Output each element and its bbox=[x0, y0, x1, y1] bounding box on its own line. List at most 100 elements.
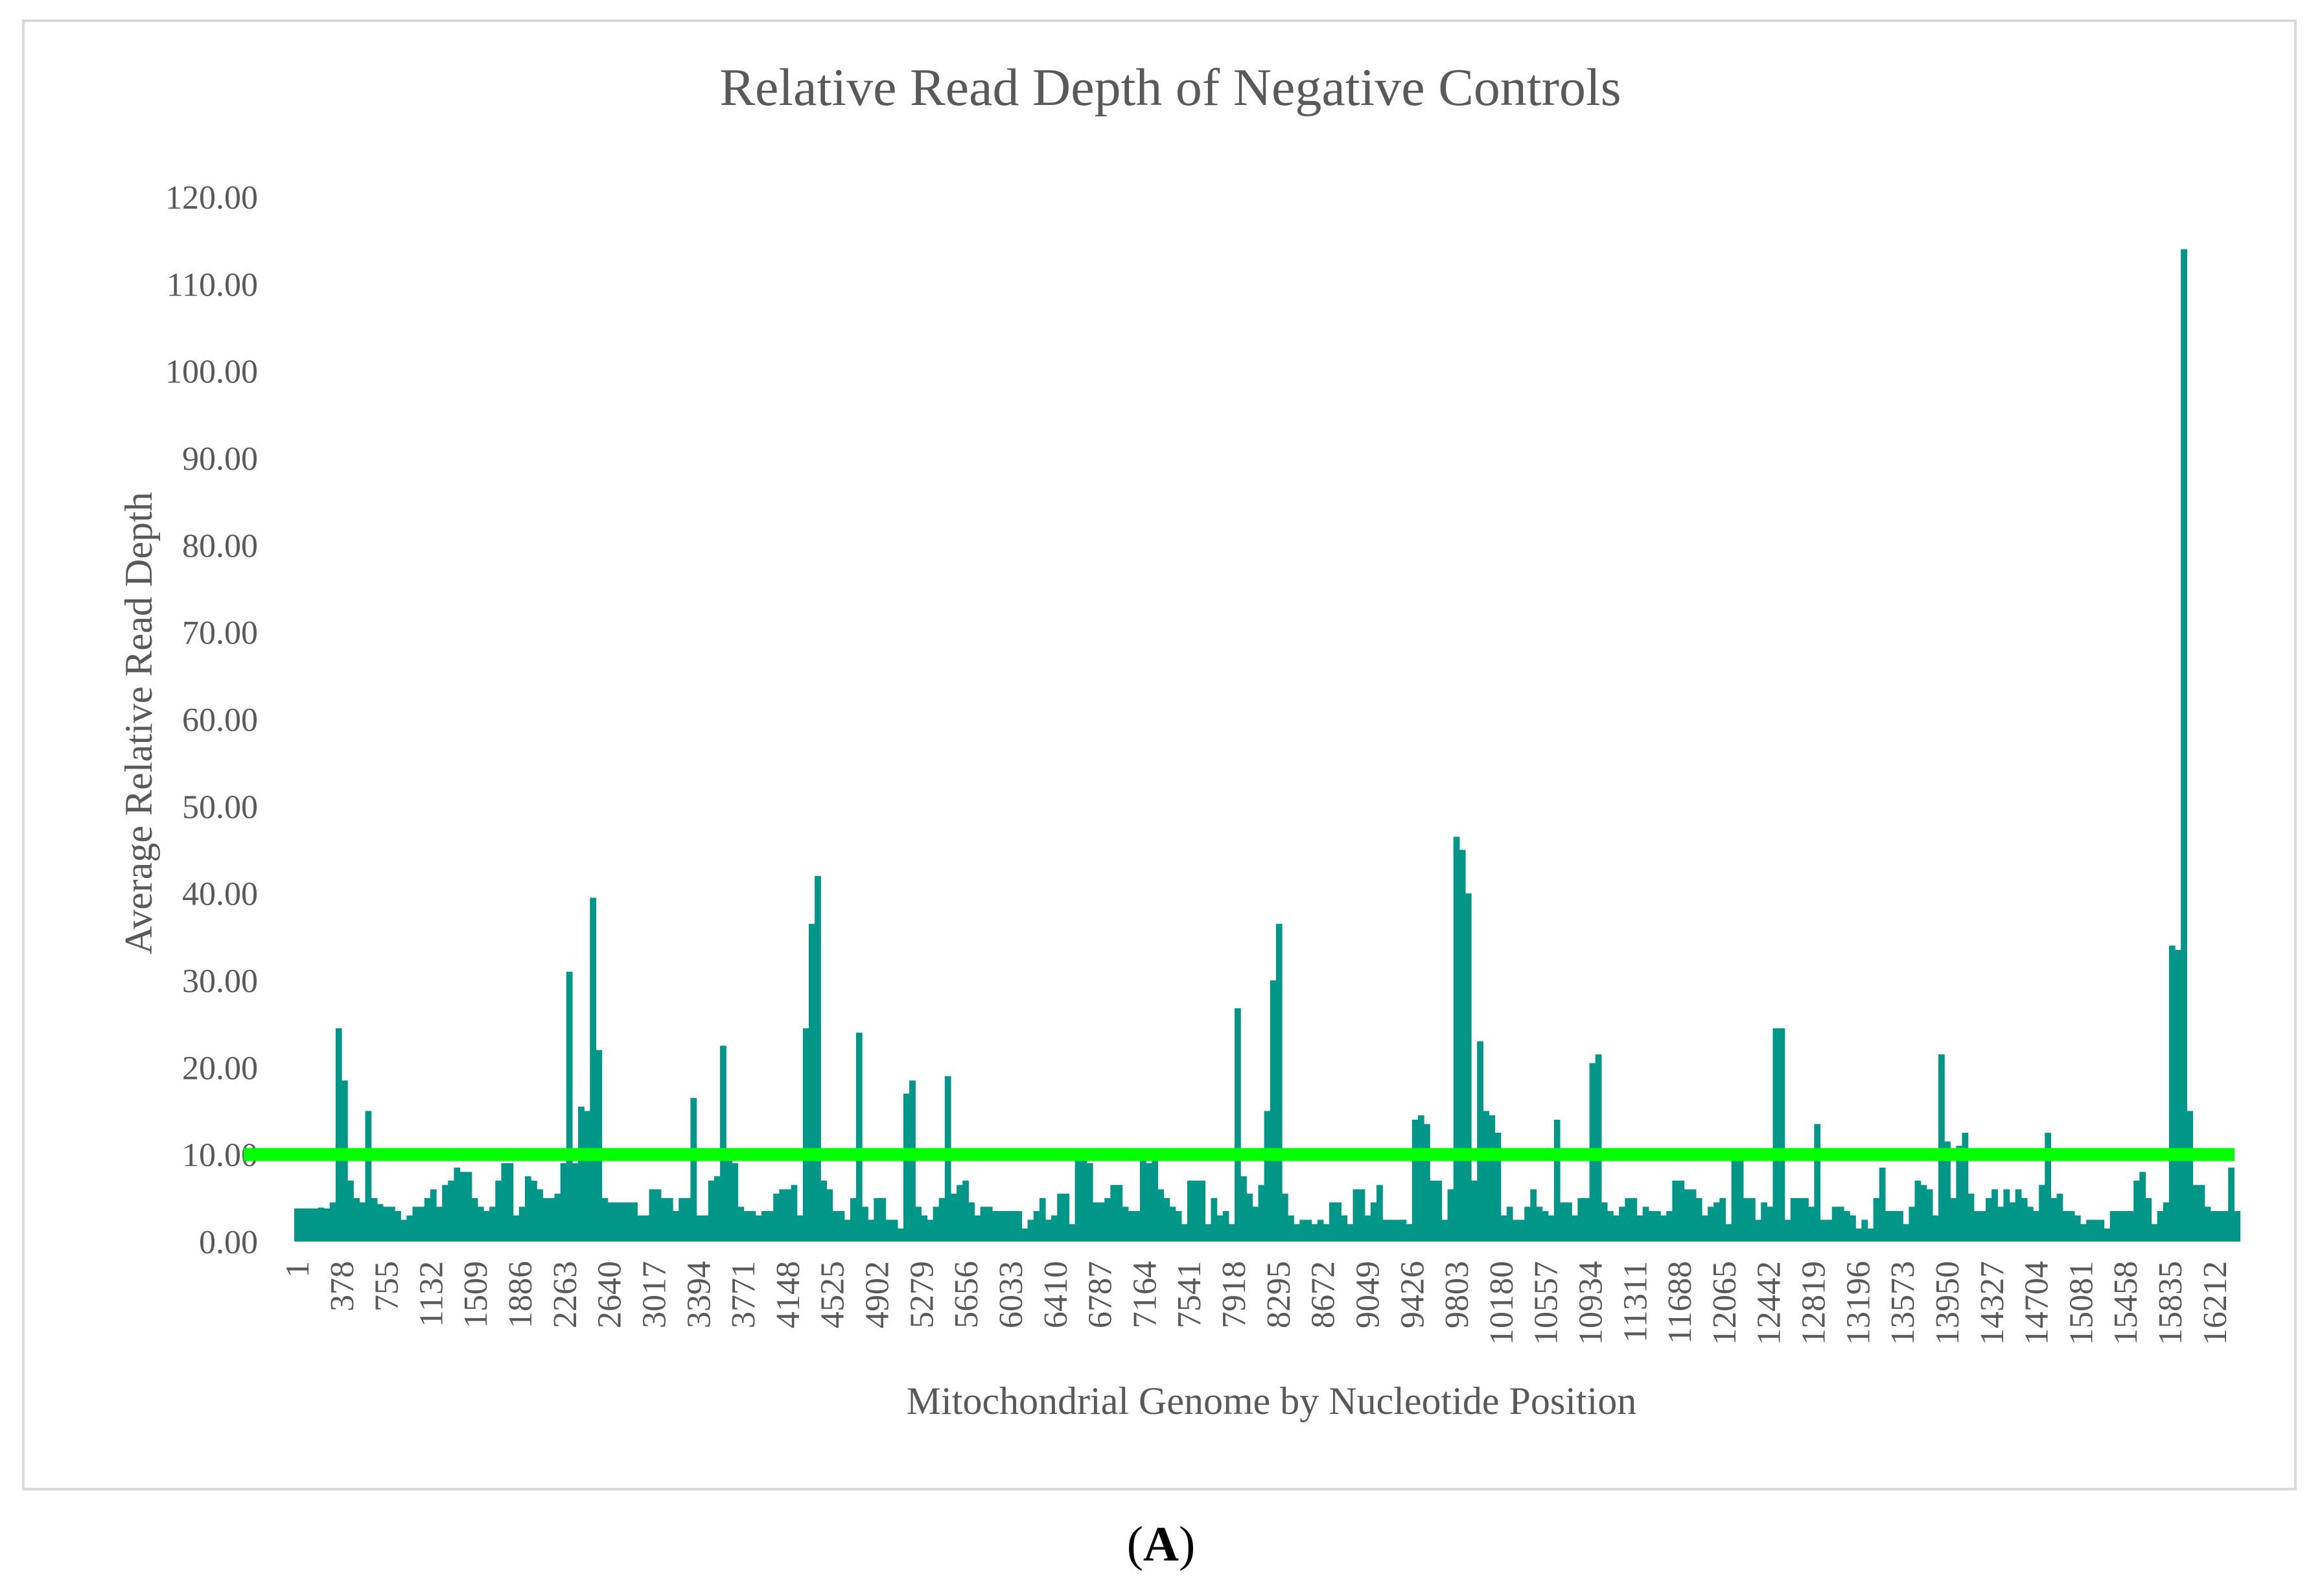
bar bbox=[537, 1189, 543, 1242]
bar bbox=[1814, 1124, 1821, 1242]
x-tick-label: 8672 bbox=[1305, 1261, 1342, 1328]
bar bbox=[1181, 1224, 1188, 1242]
bar bbox=[1666, 1210, 1673, 1242]
bar bbox=[578, 1106, 585, 1242]
bar bbox=[879, 1197, 887, 1242]
bar bbox=[808, 923, 815, 1242]
panel-label: (A) bbox=[0, 1516, 2322, 1573]
bar bbox=[1323, 1224, 1330, 1242]
bar bbox=[1110, 1185, 1117, 1242]
bar bbox=[732, 1163, 739, 1242]
bar bbox=[1477, 1041, 1483, 1242]
bar bbox=[2056, 1194, 2063, 1242]
x-tick-label: 1886 bbox=[502, 1261, 539, 1328]
bar bbox=[412, 1207, 419, 1242]
bar bbox=[584, 1111, 590, 1242]
bar bbox=[1406, 1224, 1413, 1242]
bar bbox=[347, 1180, 354, 1242]
bar bbox=[631, 1202, 638, 1242]
bar bbox=[1648, 1210, 1655, 1242]
bar bbox=[572, 1163, 579, 1242]
chart-frame: Relative Read Depth of Negative Controls… bbox=[22, 19, 2297, 1490]
bar bbox=[974, 1215, 981, 1242]
bar bbox=[1566, 1202, 1572, 1242]
bar bbox=[1914, 1180, 1921, 1242]
bar bbox=[1235, 1008, 1241, 1242]
bar bbox=[1122, 1207, 1129, 1242]
bar bbox=[607, 1202, 614, 1242]
bar bbox=[2109, 1210, 2117, 1242]
bar bbox=[619, 1202, 626, 1242]
bar bbox=[796, 1215, 804, 1242]
bar bbox=[1270, 980, 1277, 1242]
bar bbox=[601, 1197, 609, 1242]
bar bbox=[2139, 1172, 2146, 1242]
bar bbox=[2175, 949, 2181, 1242]
bar bbox=[454, 1167, 461, 1242]
bar bbox=[477, 1207, 484, 1242]
bar bbox=[2026, 1207, 2034, 1242]
bar bbox=[690, 1098, 697, 1242]
bar bbox=[1607, 1210, 1614, 1242]
bar bbox=[1394, 1220, 1401, 1242]
bar bbox=[1216, 1215, 1224, 1242]
bar bbox=[566, 971, 573, 1242]
bar bbox=[1133, 1210, 1141, 1242]
bar bbox=[684, 1197, 691, 1242]
bar bbox=[1512, 1220, 1519, 1242]
bar bbox=[442, 1185, 448, 1242]
bar bbox=[1991, 1189, 1998, 1242]
bar bbox=[1489, 1115, 1496, 1242]
bar bbox=[2104, 1228, 2111, 1242]
bar bbox=[1678, 1180, 1685, 1242]
bar bbox=[1695, 1197, 1702, 1242]
bar bbox=[915, 1207, 922, 1242]
bar bbox=[1548, 1215, 1555, 1242]
bar bbox=[501, 1163, 508, 1242]
bar bbox=[542, 1197, 550, 1242]
bar bbox=[1613, 1215, 1620, 1242]
y-tick-label: 40.00 bbox=[182, 876, 258, 913]
bar bbox=[1193, 1180, 1200, 1242]
bar bbox=[791, 1185, 798, 1242]
y-tick-label: 100.00 bbox=[165, 354, 258, 391]
bar bbox=[714, 1176, 721, 1242]
bar bbox=[365, 1111, 372, 1242]
bar bbox=[1222, 1210, 1229, 1242]
bar bbox=[389, 1207, 395, 1242]
bar bbox=[938, 1197, 946, 1242]
bar bbox=[785, 1189, 792, 1242]
bar bbox=[1737, 1154, 1744, 1242]
x-tick-label: 12442 bbox=[1751, 1261, 1788, 1345]
x-tick-label: 3394 bbox=[680, 1261, 717, 1328]
bar bbox=[1157, 1189, 1165, 1242]
x-tick-label: 4148 bbox=[770, 1261, 807, 1328]
bar bbox=[1944, 1141, 1951, 1242]
bar bbox=[1796, 1197, 1803, 1242]
bar bbox=[1932, 1215, 1939, 1242]
bar bbox=[1885, 1210, 1892, 1242]
x-tick-label: 4525 bbox=[815, 1261, 852, 1328]
bar bbox=[406, 1215, 413, 1242]
bar bbox=[891, 1220, 898, 1242]
bar bbox=[1855, 1228, 1862, 1242]
bar bbox=[1465, 893, 1472, 1242]
x-tick-label: 12819 bbox=[1796, 1261, 1833, 1345]
bar bbox=[2198, 1185, 2205, 1242]
bar bbox=[1424, 1124, 1430, 1242]
bar bbox=[1920, 1185, 1927, 1242]
bar bbox=[1802, 1197, 1809, 1242]
bar bbox=[1459, 850, 1466, 1242]
bar bbox=[1347, 1224, 1354, 1242]
bar bbox=[1968, 1194, 1975, 1242]
bar bbox=[1743, 1197, 1750, 1242]
x-tick-label: 7164 bbox=[1126, 1261, 1163, 1328]
bar bbox=[1979, 1210, 1986, 1242]
y-tick-labels: 0.0010.0020.0030.0040.0050.0060.0070.008… bbox=[165, 179, 258, 1261]
x-tick-label: 6410 bbox=[1038, 1261, 1074, 1328]
bar bbox=[1542, 1210, 1549, 1242]
bar bbox=[1051, 1215, 1058, 1242]
bar bbox=[1417, 1115, 1424, 1242]
y-tick-label: 80.00 bbox=[182, 527, 258, 564]
bar bbox=[660, 1197, 668, 1242]
